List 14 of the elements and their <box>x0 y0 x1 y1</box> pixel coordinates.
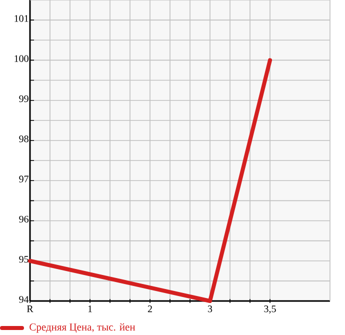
y-tick-label: 101 <box>14 15 28 22</box>
legend-label: Средняя Цена, тыс. йен <box>30 323 136 333</box>
x-tick-label: 1 <box>88 306 92 312</box>
y-tick-label: 100 <box>14 55 28 62</box>
x-tick-label: 2 <box>148 306 152 312</box>
x-tick-label: 3,5 <box>264 306 276 314</box>
y-tick-label: 95 <box>19 256 28 263</box>
y-tick-label: 97 <box>19 176 29 182</box>
y-tick-label: 99 <box>19 95 28 102</box>
y-tick-label: 96 <box>19 216 29 223</box>
x-tick-label: R <box>26 306 34 312</box>
y-tick-label: 94 <box>19 296 29 303</box>
y-tick-label: 98 <box>19 136 28 142</box>
x-tick-label: 3 <box>208 306 212 312</box>
